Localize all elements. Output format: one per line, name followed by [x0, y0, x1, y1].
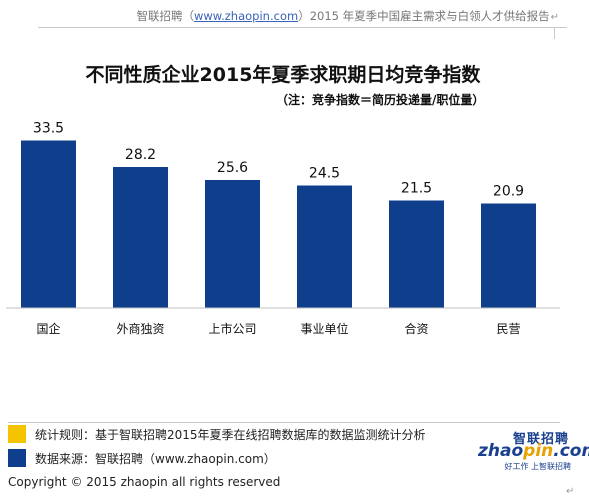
header-paren-close: ） [298, 9, 310, 23]
header-text: 智联招聘（www.zhaopin.com）2015 年夏季中国雇主需求与白领人才… [136, 8, 559, 24]
logo-tagline: 好工作 上智联招聘 [504, 462, 571, 471]
legend-divider [8, 422, 560, 423]
bar-4 [389, 200, 444, 308]
header-site-link[interactable]: www.zhaopin.com [193, 9, 299, 23]
bars-layer [21, 140, 536, 308]
zhaopin-logo: 智联招聘 zhaopin.com 好工作 上智联招聘 [478, 428, 589, 472]
logo-wordmark-b: pin [523, 441, 554, 461]
value-label-5: 20.9 [493, 184, 524, 200]
category-label-1: 外商独资 [116, 321, 164, 336]
value-label-1: 28.2 [125, 147, 156, 163]
legend-source-row: 数据来源：智联招聘（www.zhaopin.com） [8, 448, 276, 468]
footer-return-mark: ↵ [566, 486, 575, 497]
chart-title: 不同性质企业2015年夏季求职期日均竞争指数 [85, 64, 481, 86]
value-label-0: 33.5 [33, 121, 64, 137]
value-label-2: 25.6 [217, 160, 248, 176]
bar-chart: 33.5 28.2 25.6 24.5 21.5 20.9 国企 外商独资 上市公司 事业单位 合… [6, 121, 560, 336]
legend-swatch-yellow [8, 425, 26, 443]
copyright-text: Copyright © 2015 zhaopin all rights rese… [8, 475, 281, 489]
value-label-3: 24.5 [309, 166, 340, 182]
logo-wordmark: zhaopin.com [478, 441, 589, 461]
legend-swatch-blue [8, 449, 26, 467]
legend-rule-text: 统计规则：基于智联招聘2015年夏季在线招聘数据库的数据监测统计分析 [35, 427, 426, 442]
bar-1 [113, 167, 168, 308]
header-paren-open: （ [182, 9, 194, 23]
bar-0 [21, 140, 76, 308]
header-rule [38, 27, 567, 28]
category-label-2: 上市公司 [208, 321, 256, 336]
chart-subtitle: （注：竞争指数＝简历投递量/职位量） [276, 93, 485, 107]
bar-2 [205, 180, 260, 308]
margin-corner-mark [554, 27, 567, 39]
category-label-4: 合资 [404, 321, 428, 336]
legend-rule-row: 统计规则：基于智联招聘2015年夏季在线招聘数据库的数据监测统计分析 [8, 424, 426, 444]
logo-wordmark-c: .com [553, 441, 589, 461]
value-label-4: 21.5 [401, 181, 432, 197]
header-return-mark: ↵ [550, 12, 559, 23]
value-labels-layer: 33.5 28.2 25.6 24.5 21.5 20.9 [33, 121, 524, 200]
header-report-title: 2015 年夏季中国雇主需求与白领人才供给报告 [309, 9, 550, 23]
document-header: 智联招聘（www.zhaopin.com）2015 年夏季中国雇主需求与白领人才… [0, 0, 589, 39]
category-label-5: 民营 [496, 322, 520, 336]
bar-5 [481, 203, 536, 308]
category-label-3: 事业单位 [300, 321, 348, 336]
legend-source-text: 数据来源：智联招聘（www.zhaopin.com） [35, 451, 276, 466]
logo-brand-cn: 智联招聘 [512, 432, 569, 447]
category-labels-layer: 国企 外商独资 上市公司 事业单位 合资 民营 [36, 321, 520, 336]
category-label-0: 国企 [36, 321, 60, 336]
logo-wordmark-a: zhao [478, 441, 524, 461]
bar-3 [297, 185, 352, 308]
header-org: 智联招聘 [136, 9, 183, 23]
